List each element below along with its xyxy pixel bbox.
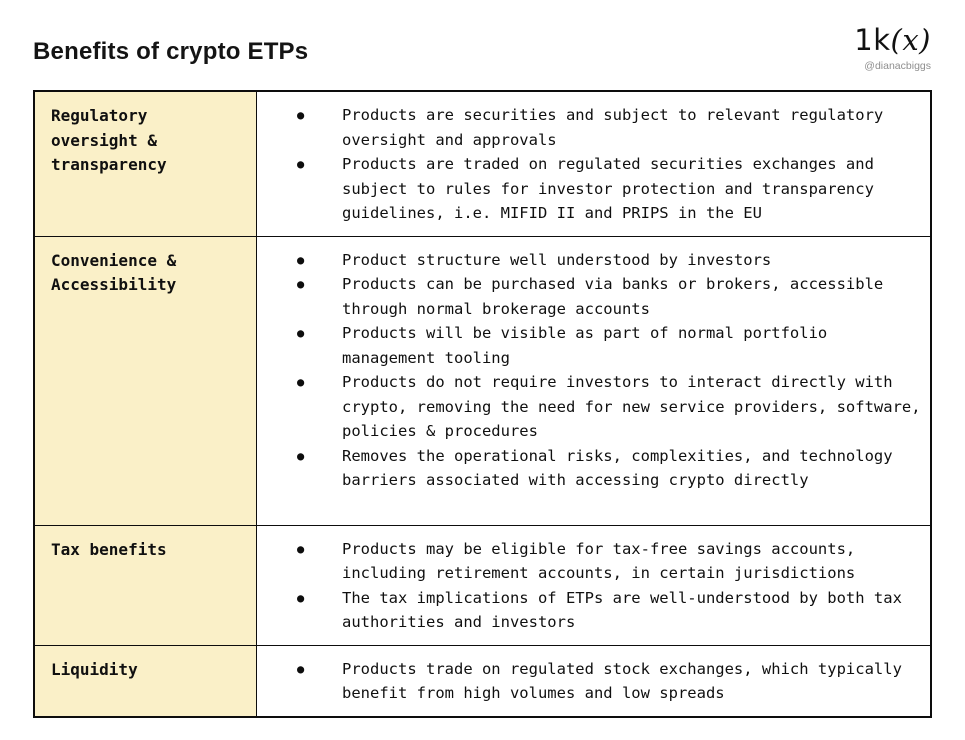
bullet-icon: ● — [297, 277, 305, 291]
bullet-item: ● The tax implications of ETPs are well-… — [257, 586, 924, 635]
bullet-item: ● Products trade on regulated stock exch… — [257, 657, 924, 706]
bullet-icon: ● — [297, 590, 305, 605]
benefits-table: Regulatory oversight & transparency ● Pr… — [33, 90, 932, 718]
row-bullets: ● Products trade on regulated stock exch… — [257, 646, 930, 716]
bullet-text: Products trade on regulated stock exchan… — [342, 659, 902, 703]
bullet-text: Product structure well understood by inv… — [342, 250, 772, 269]
table-row-regulatory: Regulatory oversight & transparency ● Pr… — [35, 92, 930, 236]
bullet-item: ● Product structure well understood by i… — [257, 248, 924, 273]
bullet-item: ● Products are securities and subject to… — [257, 103, 924, 152]
bullet-item: ● Products may be eligible for tax-free … — [257, 537, 924, 586]
logo-text: 1k — [854, 23, 891, 57]
row-category: Tax benefits — [35, 525, 257, 645]
bullet-text: Removes the operational risks, complexit… — [342, 446, 893, 490]
page-title: Benefits of crypto ETPs — [33, 38, 309, 65]
bullet-text: Products can be purchased via banks or b… — [342, 275, 884, 318]
row-category: Regulatory oversight & transparency — [35, 92, 257, 236]
1kx-logo: 1k(x) — [854, 26, 931, 55]
bullet-text: Products will be visible as part of norm… — [342, 324, 828, 367]
bullet-item: ● Products are traded on regulated secur… — [257, 152, 924, 226]
bullet-text: Products do not require investors to int… — [342, 373, 921, 440]
bullet-item: ● Products do not require investors to i… — [257, 370, 924, 444]
row-bullets: ● Product structure well understood by i… — [257, 237, 930, 525]
bullet-icon: ● — [297, 448, 305, 463]
bullet-icon: ● — [297, 108, 305, 122]
row-bullets: ● Products are securities and subject to… — [257, 92, 930, 236]
row-category: Convenience & Accessibility — [35, 236, 257, 525]
bullet-icon: ● — [297, 541, 305, 556]
table-row-liquidity: Liquidity ● Products trade on regulated … — [35, 644, 930, 716]
brand-block: 1k(x) @dianacbiggs — [854, 26, 931, 72]
bullet-text: Products are traded on regulated securit… — [342, 155, 874, 222]
author-handle: @dianacbiggs — [864, 60, 931, 72]
bullet-item: ● Products can be purchased via banks or… — [257, 272, 924, 321]
bullet-text: The tax implications of ETPs are well-un… — [342, 588, 902, 632]
bullet-item: ● Products will be visible as part of no… — [257, 321, 924, 370]
bullet-item: ● Removes the operational risks, complex… — [257, 444, 924, 493]
bullet-text: Products are securities and subject to r… — [342, 106, 884, 149]
logo-x-glyph: (x) — [890, 23, 931, 57]
bullet-icon: ● — [297, 252, 305, 267]
bullet-icon: ● — [297, 375, 305, 389]
header: Benefits of crypto ETPs 1k(x) @dianacbig… — [0, 0, 965, 72]
row-bullets: ● Products may be eligible for tax-free … — [257, 526, 930, 645]
bullet-text: Products may be eligible for tax-free sa… — [342, 539, 856, 583]
bullet-icon: ● — [297, 661, 305, 676]
bullet-icon: ● — [297, 326, 305, 340]
table-row-tax: Tax benefits ● Products may be eligible … — [35, 524, 930, 645]
bullet-icon: ● — [297, 157, 305, 171]
table-row-convenience: Convenience & Accessibility ● Product st… — [35, 235, 930, 525]
row-category: Liquidity — [35, 645, 257, 716]
